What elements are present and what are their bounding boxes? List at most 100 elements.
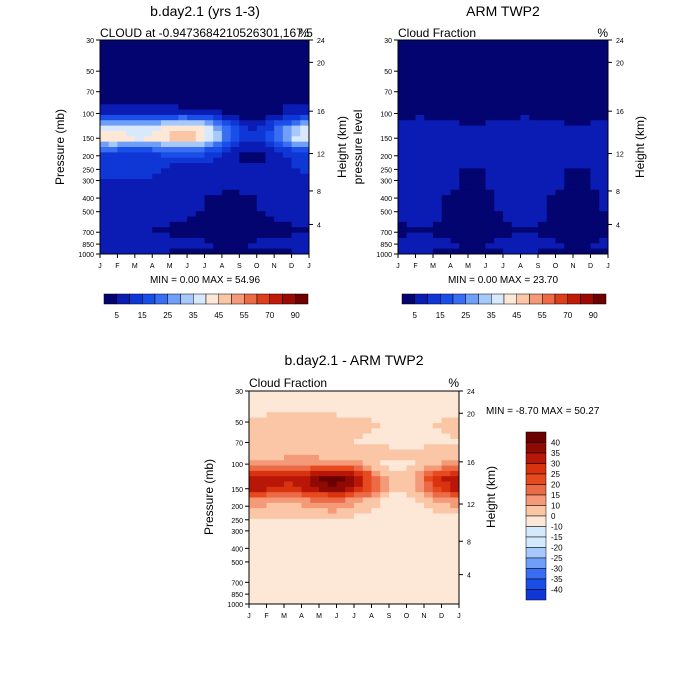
heatmap-cell bbox=[503, 200, 513, 207]
heatmap-cell bbox=[529, 104, 539, 111]
heatmap-cell bbox=[380, 422, 390, 429]
heatmap-cell bbox=[160, 237, 171, 244]
heatmap-cell bbox=[503, 184, 513, 191]
heatmap-cell bbox=[266, 540, 276, 547]
heatmap-cell bbox=[292, 550, 303, 557]
heatmap-cell bbox=[126, 168, 136, 175]
heatmap-cell bbox=[336, 492, 346, 499]
heatmap-cell bbox=[424, 588, 434, 594]
heatmap-cell bbox=[362, 550, 373, 557]
heatmap-cell bbox=[546, 40, 557, 46]
heatmap-cell bbox=[398, 211, 408, 218]
heatmap-cell bbox=[371, 529, 381, 536]
heatmap-cell bbox=[564, 189, 574, 196]
heatmap-cell bbox=[494, 243, 504, 250]
heatmap-cell bbox=[389, 465, 399, 472]
heatmap-cell bbox=[564, 88, 574, 95]
heatmap-cell bbox=[160, 157, 171, 164]
heatmap-cell bbox=[362, 561, 373, 568]
heatmap-cell bbox=[406, 50, 417, 57]
heatmap-cell bbox=[362, 396, 373, 403]
heatmap-cell bbox=[301, 529, 311, 536]
heatmap-cell bbox=[249, 566, 259, 573]
heatmap-cell bbox=[300, 114, 309, 121]
heatmap-cell bbox=[398, 72, 408, 79]
heatmap-cell bbox=[389, 566, 399, 573]
heatmap-cell bbox=[265, 130, 275, 137]
heatmap-cell bbox=[581, 93, 592, 100]
pressure-tick-label: 30 bbox=[235, 389, 243, 396]
heatmap-cell bbox=[529, 130, 539, 137]
heatmap-cell bbox=[450, 556, 459, 562]
heatmap-cell bbox=[511, 189, 522, 196]
heatmap-cell bbox=[433, 195, 443, 202]
heatmap-cell bbox=[459, 248, 469, 254]
heatmap-cell bbox=[362, 508, 373, 515]
heatmap-cell bbox=[546, 120, 557, 127]
heatmap-cell bbox=[134, 141, 145, 148]
heatmap-cell bbox=[476, 45, 487, 52]
heatmap-cell bbox=[398, 152, 408, 159]
heatmap-cell bbox=[266, 513, 276, 520]
heatmap-cell bbox=[336, 545, 346, 552]
heatmap-cell bbox=[546, 216, 557, 223]
heatmap-cell bbox=[291, 237, 301, 244]
heatmap-cell bbox=[503, 237, 513, 244]
heatmap-cell bbox=[291, 243, 301, 250]
heatmap-cell bbox=[441, 98, 452, 105]
panel-obs: ARM TWP2 Cloud Fraction % 30507010015020… bbox=[351, 3, 647, 320]
labelbar-swatch bbox=[580, 293, 594, 305]
heatmap-cell bbox=[581, 77, 592, 84]
heatmap-cell bbox=[301, 508, 311, 515]
heatmap-cell bbox=[108, 221, 119, 228]
heatmap-cell bbox=[204, 157, 214, 164]
heatmap-cell bbox=[291, 120, 301, 127]
heatmap-cell bbox=[248, 195, 258, 202]
heatmap-cell bbox=[266, 417, 276, 424]
heatmap-cell bbox=[221, 56, 232, 62]
heatmap-cell bbox=[485, 152, 495, 159]
heatmap-cell bbox=[310, 582, 320, 589]
heatmap-cell bbox=[441, 593, 451, 600]
heatmap-cell bbox=[195, 130, 206, 137]
heatmap-cell bbox=[169, 173, 179, 180]
heatmap-cell bbox=[424, 200, 434, 207]
labelbar-swatch bbox=[180, 293, 194, 305]
heatmap-cell bbox=[195, 184, 206, 191]
heatmap-cell bbox=[450, 216, 460, 223]
heatmap-cell bbox=[389, 438, 399, 445]
heatmap-cell bbox=[134, 205, 145, 212]
heatmap-cell bbox=[459, 173, 469, 180]
heatmap-cell bbox=[319, 497, 329, 504]
heatmap-cell bbox=[266, 465, 276, 472]
heatmap-cell bbox=[160, 243, 171, 250]
heatmap-cell bbox=[195, 147, 206, 153]
heatmap-cell bbox=[564, 173, 574, 180]
heatmap-cell bbox=[239, 221, 249, 228]
heatmap-cell bbox=[432, 518, 443, 525]
heatmap-cell bbox=[599, 120, 608, 127]
heatmap-cell bbox=[134, 232, 145, 239]
heatmap-cell bbox=[424, 61, 434, 68]
heatmap-cell bbox=[573, 147, 583, 153]
heatmap-cell bbox=[204, 72, 214, 79]
heatmap-cell bbox=[494, 40, 504, 46]
heatmap-cell bbox=[300, 216, 309, 223]
heatmap-cell bbox=[581, 66, 592, 73]
heatmap-cell bbox=[459, 216, 469, 223]
month-tick-label: M bbox=[430, 263, 436, 270]
heatmap-cell bbox=[380, 497, 390, 504]
heatmap-cell bbox=[590, 189, 600, 196]
heatmap-cell bbox=[441, 184, 452, 191]
pressure-tick-label: 500 bbox=[231, 560, 243, 567]
heatmap-cell bbox=[100, 98, 110, 105]
month-tick-label: J bbox=[203, 263, 207, 270]
heatmap-cell bbox=[108, 189, 119, 196]
heatmap-cell bbox=[397, 406, 408, 413]
heatmap-cell bbox=[292, 401, 303, 408]
heatmap-cell bbox=[573, 152, 583, 159]
heatmap-cell bbox=[511, 147, 522, 153]
heatmap-cell bbox=[573, 232, 583, 239]
heatmap-cell bbox=[354, 433, 364, 440]
heatmap-cell bbox=[204, 125, 214, 132]
